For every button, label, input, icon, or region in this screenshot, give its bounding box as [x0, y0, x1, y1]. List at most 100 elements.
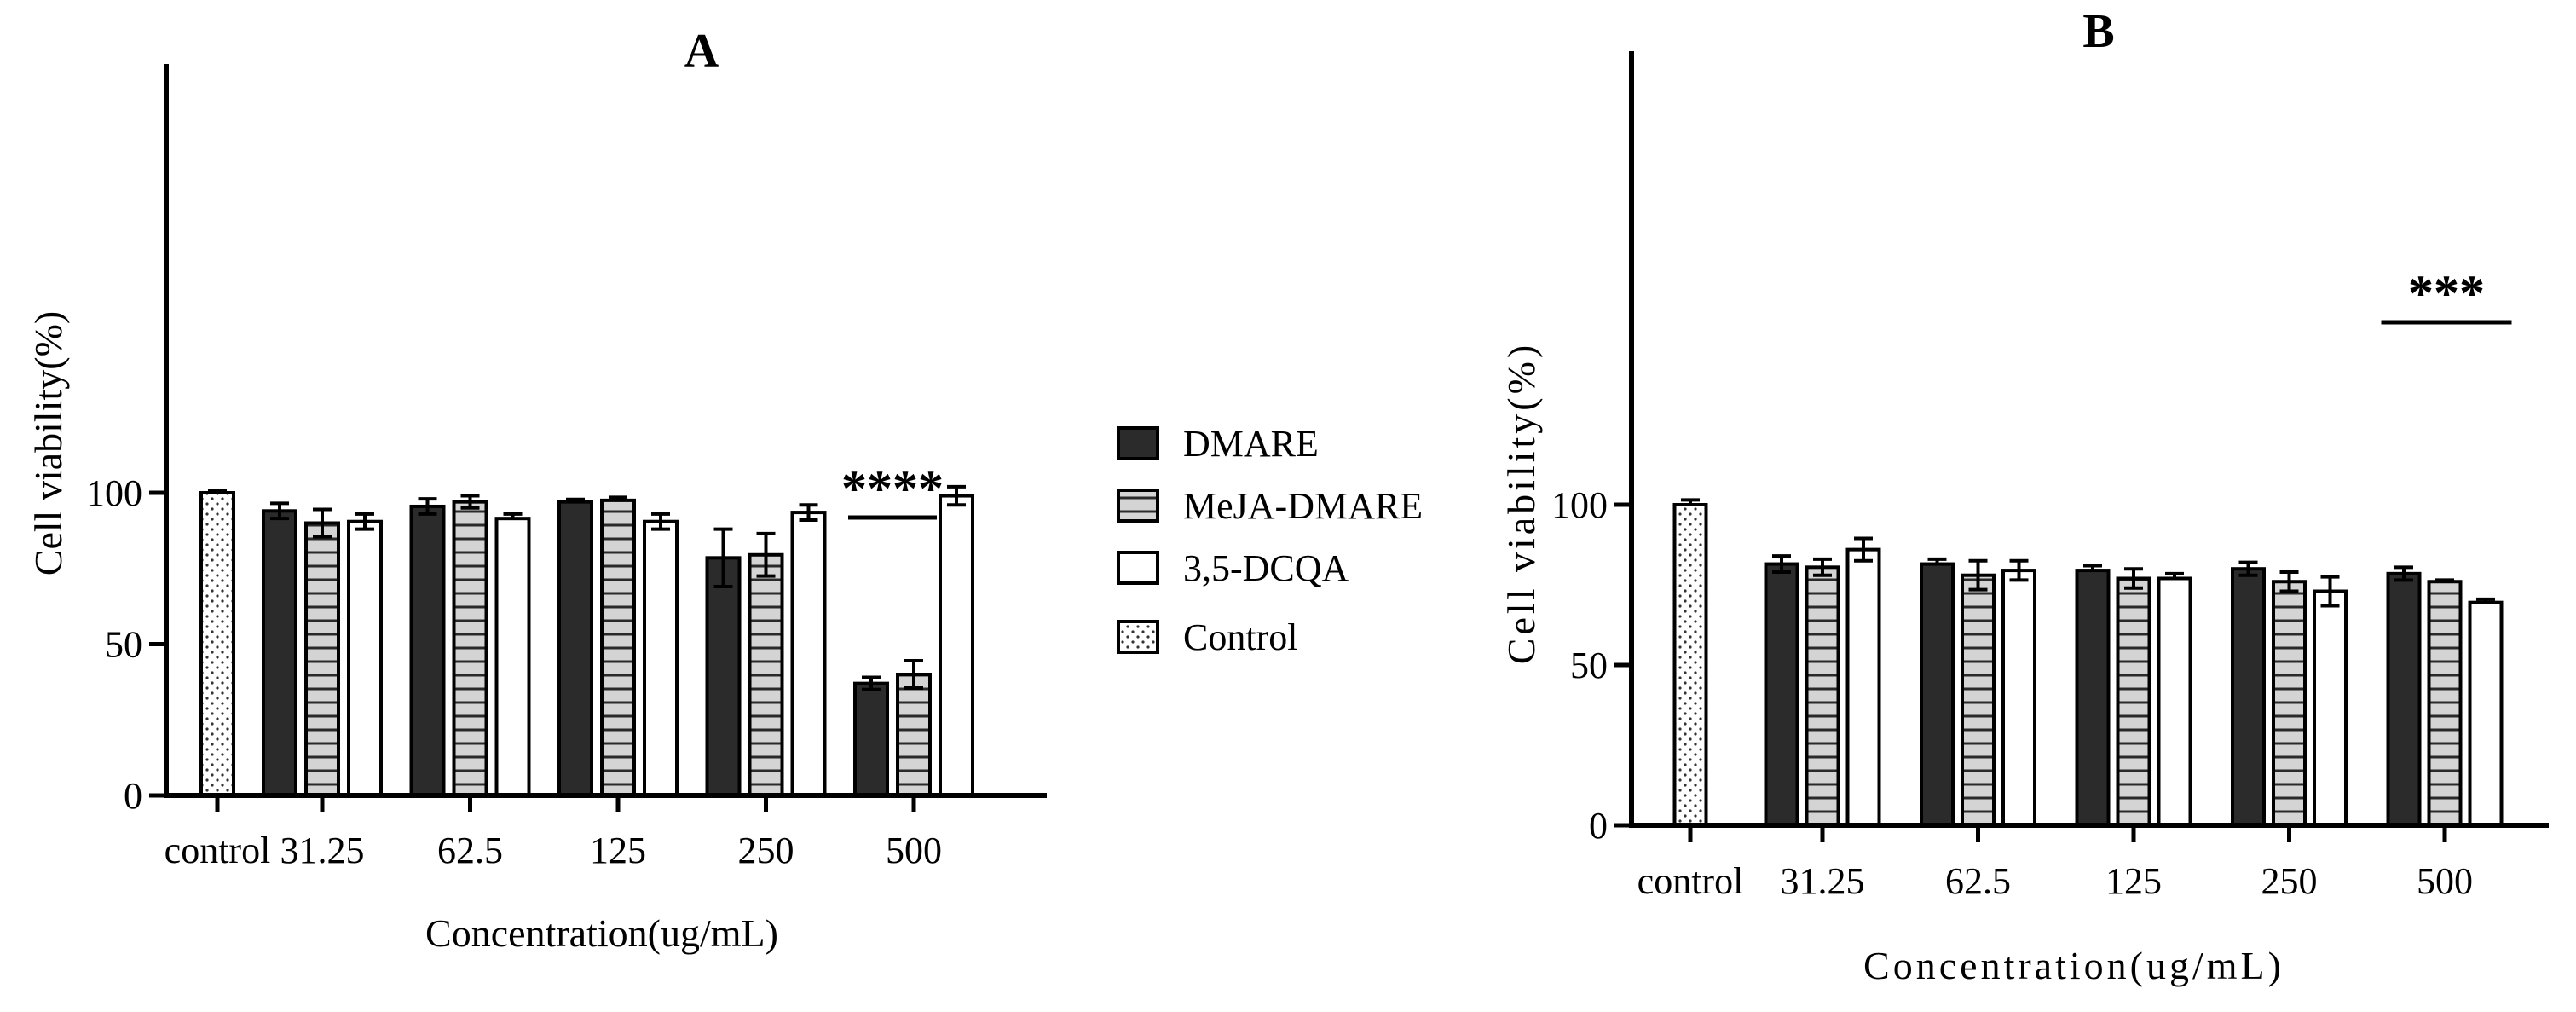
chart-a-bar-meja-dmare-250: [748, 552, 784, 798]
chart-b-x-axis-title: Concentration(ug/mL): [1863, 944, 2284, 987]
chart-b-x-tick-label-125: 125: [2105, 860, 2162, 902]
chart-a-bar-dmare-31-25: [262, 509, 297, 797]
chart-b-errorbar-dcqa-125: [2165, 571, 2184, 579]
legend-label-meja-dmare: MeJA-DMARE: [1183, 485, 1423, 527]
chart-a-title: A: [684, 25, 719, 78]
chart-b-errorbar-dcqa-31-25: [1854, 536, 1873, 563]
chart-b-errorbar-meja-dmare-125: [2124, 567, 2143, 590]
chart-b-errorbar-meja-dmare-500: [2435, 578, 2454, 582]
chart-a-bar-meja-dmare-31-25: [304, 521, 340, 797]
chart-b-bar-control: [1672, 503, 1708, 827]
chart-a-bar-dcqa-31-25: [347, 519, 383, 797]
chart-a-axes: 0 50 100 control 31.25 62.5 125 250 500: [86, 64, 1047, 871]
chart-a-x-tick-label-62-5: 62.5: [437, 830, 503, 871]
legend-item-dmare: DMARE: [1117, 423, 1319, 465]
chart-b-bar-dcqa-500: [2468, 600, 2504, 827]
chart-b-errorbar-meja-dmare-250: [2279, 570, 2299, 593]
chart-a-errorbar-meja-dmare-62-5: [460, 494, 480, 510]
chart-a-errorbar-dcqa-125: [651, 512, 670, 531]
chart-b-bar-dmare-500: [2386, 571, 2422, 828]
chart-panel-b: B Cell viability(%) Concentration(ug/mL)…: [1499, 5, 2549, 987]
chart-b-bar-dcqa-62-5: [2001, 569, 2036, 828]
chart-a-errorbar-dmare-62-5: [418, 497, 437, 516]
chart-a-errorbar-meja-dmare-31-25: [313, 507, 332, 539]
chart-b-errorbar-dmare-250: [2238, 560, 2258, 577]
chart-a-errorbar-dcqa-250: [799, 503, 818, 522]
chart-a-errorbar-control: [208, 489, 227, 493]
legend-swatch-meja-dmare: [1117, 489, 1159, 523]
chart-b-errorbar-dmare-62-5: [1927, 557, 1947, 564]
chart-b-bar-dmare-125: [2075, 569, 2111, 828]
chart-b-significance-label: ***: [2408, 265, 2485, 321]
chart-b-errorbar-dcqa-62-5: [2009, 558, 2029, 582]
legend-item-control: Control: [1117, 616, 1297, 658]
legend-swatch-dmare: [1117, 426, 1159, 460]
chart-b-errorbar-meja-dmare-31-25: [1813, 557, 1832, 577]
chart-a-errorbar-meja-dmare-500: [904, 659, 923, 690]
chart-a-y-tick-label-0: 0: [124, 775, 142, 817]
chart-a-errorbar-meja-dmare-250: [756, 531, 776, 578]
chart-a-x-tick-label-31-25: 31.25: [280, 830, 365, 871]
chart-b-bar-meja-dmare-125: [2116, 576, 2151, 827]
legend-label-control: Control: [1183, 616, 1297, 658]
chart-a-x-tick-label-125: 125: [590, 830, 646, 871]
chart-a-bar-dcqa-62-5: [494, 517, 531, 797]
chart-a-errorbar-dmare-500: [862, 675, 881, 691]
legend-label-dcqa: 3,5-DCQA: [1183, 547, 1349, 589]
legend-swatch-control: [1117, 620, 1159, 654]
chart-a-errorbar-dmare-250: [713, 527, 733, 589]
chart-b-x-tick-label-250: 250: [2261, 860, 2318, 902]
chart-a-bar-dcqa-250: [790, 511, 827, 797]
chart-b-x-tick-label-control: control: [1637, 860, 1744, 902]
chart-b-x-tick-label-62-5: 62.5: [1945, 860, 2011, 902]
chart-b-y-tick-label-0: 0: [1589, 805, 1608, 847]
chart-b-bar-meja-dmare-500: [2427, 580, 2463, 827]
chart-a-y-tick-label-50: 50: [105, 624, 142, 666]
chart-b-x-tick-label-500: 500: [2417, 860, 2473, 902]
chart-a-bar-dcqa-125: [643, 519, 679, 797]
chart-a-bar-control: [199, 491, 235, 797]
chart-panel-a: A Cell viability(%) Concentration(ug/mL)…: [26, 25, 1047, 955]
chart-b-y-tick-label-50: 50: [1570, 645, 1608, 686]
chart-a-bar-meja-dmare-125: [600, 498, 636, 797]
chart-a-y-axis-title: Cell viability(%): [26, 311, 70, 575]
chart-b-errorbar-dcqa-250: [2320, 575, 2340, 608]
chart-a-errorbar-meja-dmare-125: [609, 495, 627, 500]
chart-a-errorbar-dcqa-31-25: [355, 512, 374, 531]
chart-b-bar-meja-dmare-31-25: [1805, 565, 1840, 827]
chart-a-bar-dmare-500: [853, 681, 889, 798]
legend: DMARE MeJA-DMARE 3,5-DCQA Control: [1117, 423, 1423, 658]
chart-b-bars: ***: [1672, 265, 2512, 828]
chart-b-bar-dmare-250: [2231, 567, 2266, 827]
chart-a-x-tick-label-500: 500: [886, 830, 942, 871]
chart-a-bar-dmare-125: [557, 500, 593, 798]
chart-b-y-tick-label-100: 100: [1551, 484, 1608, 526]
chart-b-title: B: [2082, 5, 2114, 58]
chart-b-axes: 0 50 100 control 31.25 62.5 125 250 500: [1551, 51, 2549, 902]
chart-a-errorbar-dmare-125: [566, 497, 585, 502]
chart-a-bar-meja-dmare-500: [896, 673, 932, 797]
legend-item-meja-dmare: MeJA-DMARE: [1117, 485, 1423, 527]
legend-label-dmare: DMARE: [1183, 423, 1319, 465]
chart-a-bar-meja-dmare-62-5: [452, 500, 488, 798]
chart-a-errorbar-dcqa-500: [947, 484, 966, 507]
chart-b-y-axis-title: Cell viability(%): [1499, 342, 1543, 664]
chart-a-bars: ****: [199, 460, 974, 798]
chart-b-errorbar-control: [1681, 498, 1700, 505]
chart-b-bar-dcqa-250: [2313, 589, 2348, 828]
chart-b-errorbar-meja-dmare-62-5: [1968, 558, 1988, 592]
chart-a-x-axis-title: Concentration(ug/mL): [425, 911, 778, 955]
chart-b-errorbar-dmare-31-25: [1772, 554, 1791, 574]
chart-b-errorbar-dmare-500: [2394, 565, 2413, 582]
chart-b-errorbar-dcqa-500: [2476, 597, 2495, 603]
chart-b-bar-dmare-62-5: [1920, 562, 1955, 827]
chart-b-errorbar-dmare-125: [2083, 564, 2102, 571]
legend-swatch-dcqa: [1117, 551, 1159, 585]
chart-a-x-tick-label-control: control: [165, 830, 271, 871]
chart-a-bar-dcqa-500: [939, 494, 974, 797]
chart-a-bar-dmare-250: [705, 556, 742, 797]
chart-a-significance-label: ****: [841, 460, 944, 517]
chart-b-bar-meja-dmare-62-5: [1961, 573, 1996, 827]
